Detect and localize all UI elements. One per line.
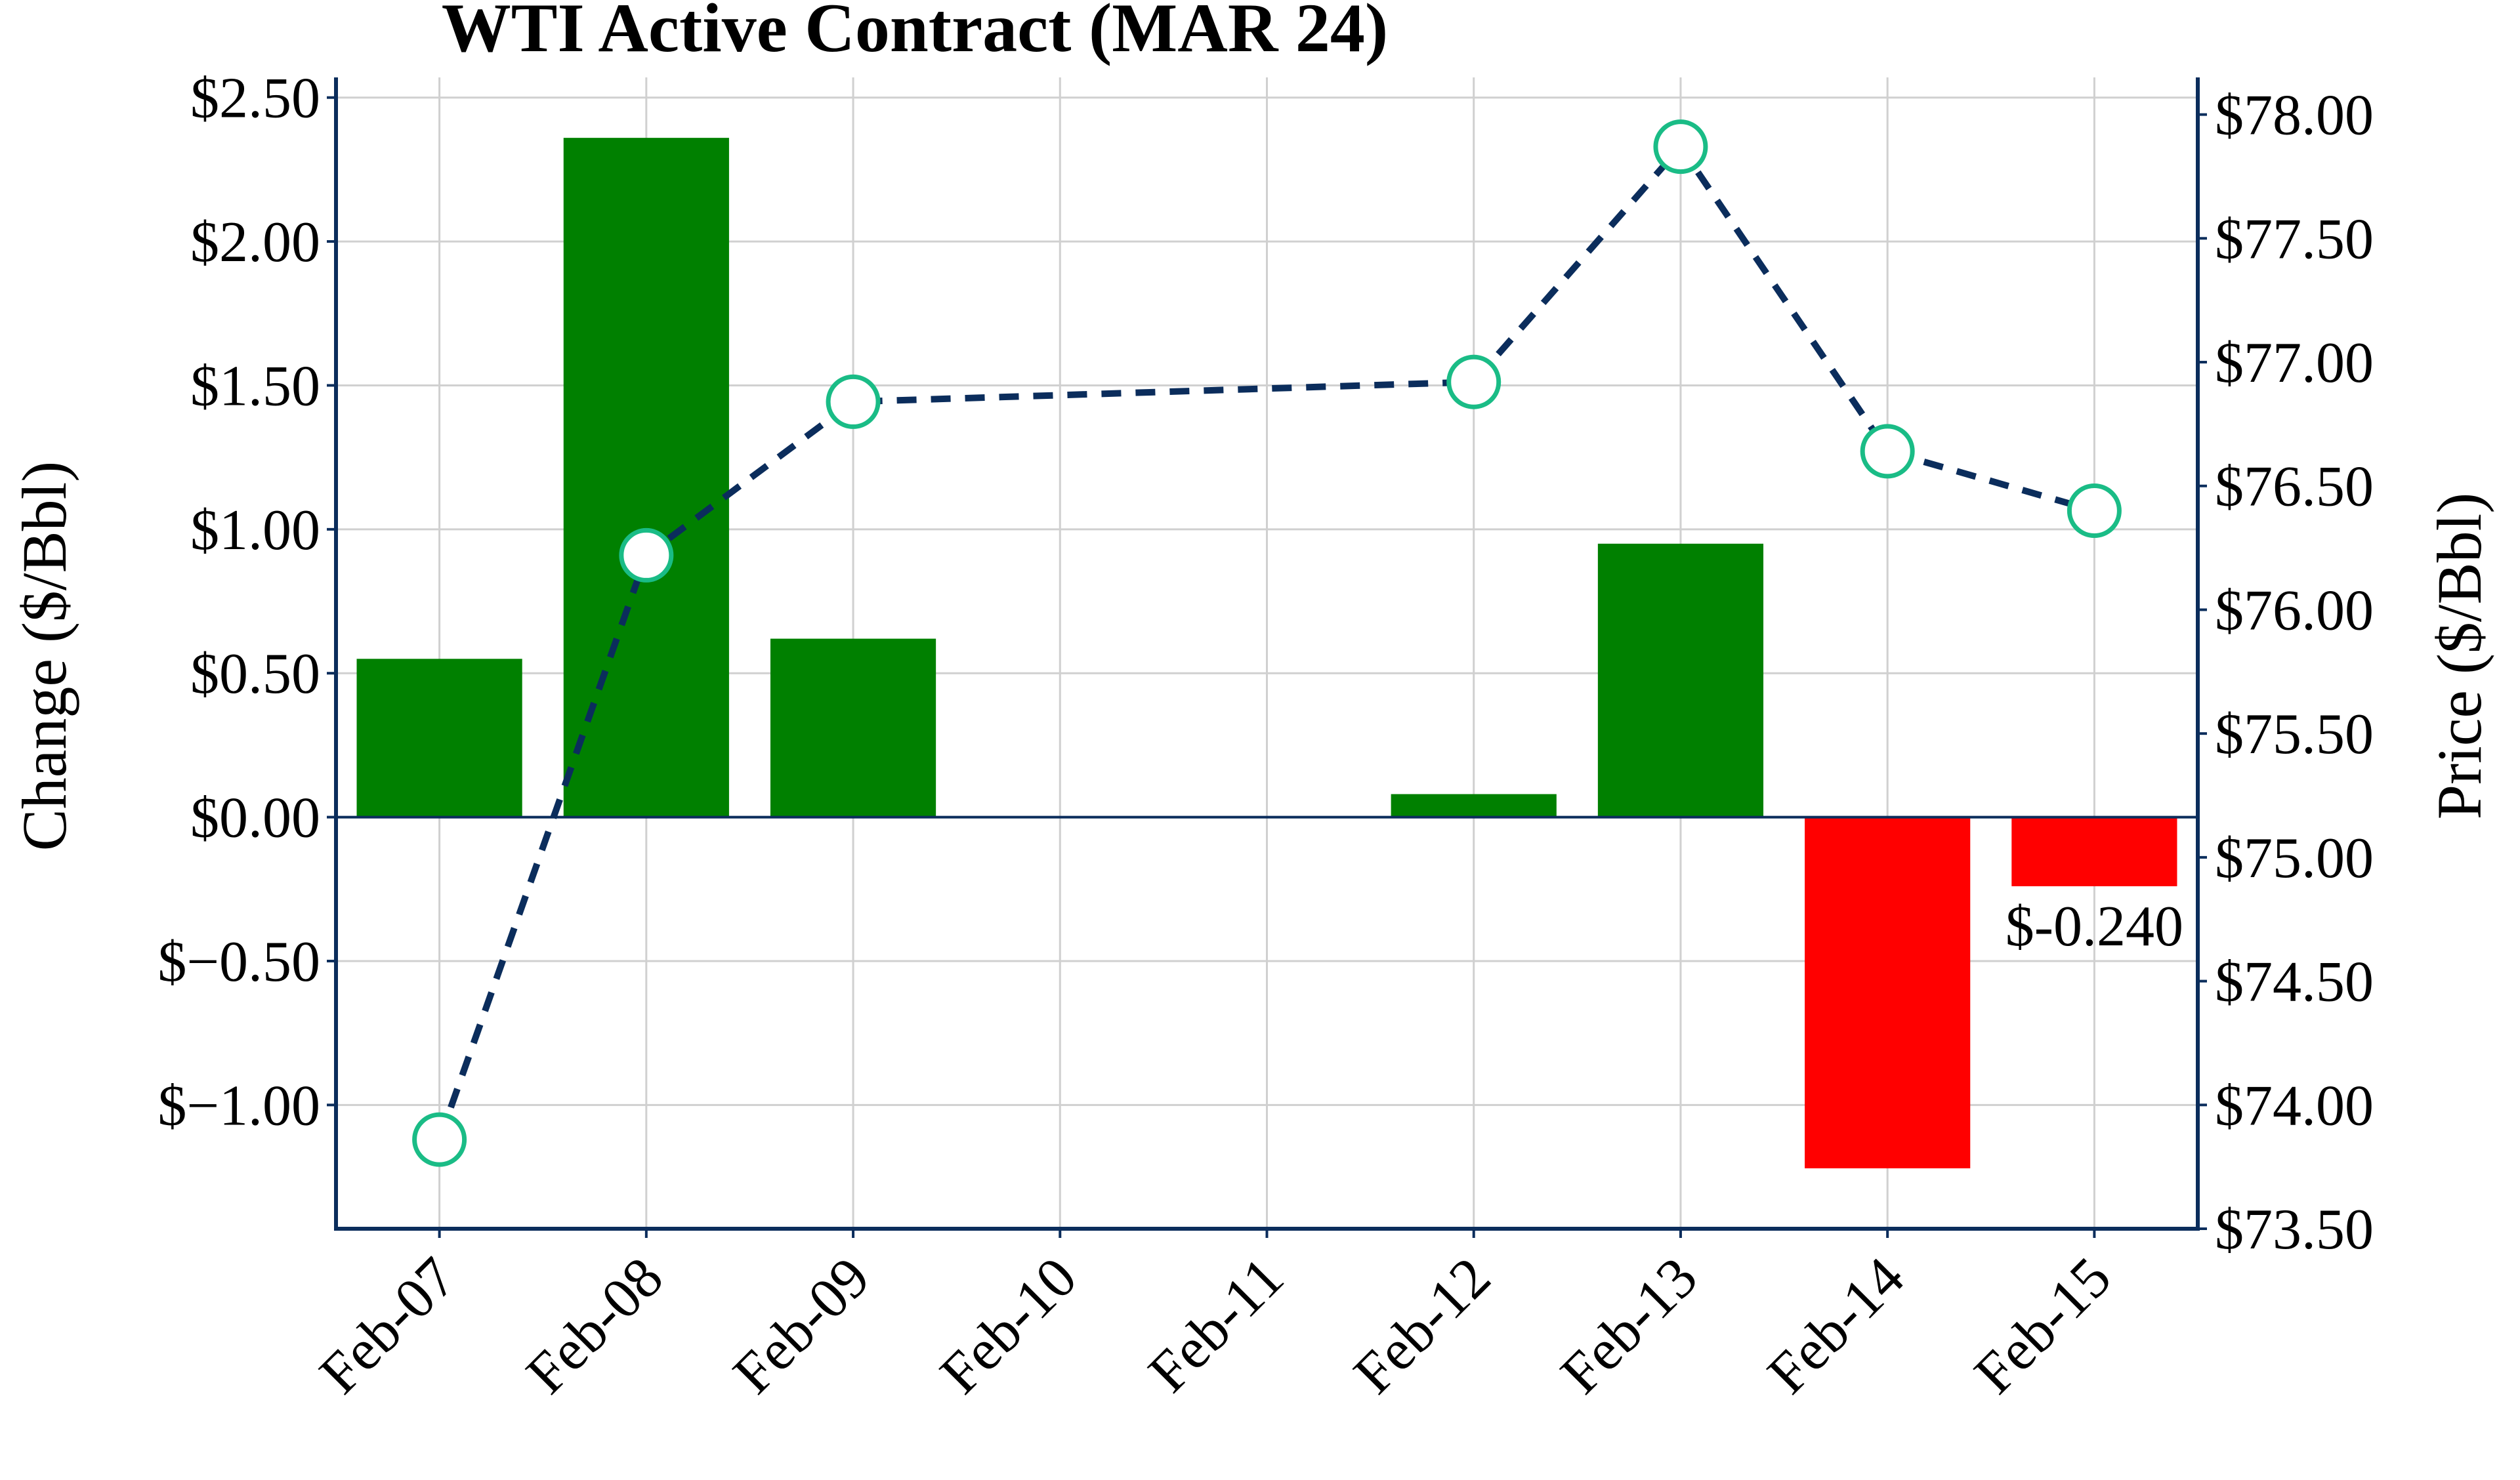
x-tick-label: Feb-12	[1342, 1246, 1503, 1407]
y-left-tick-label: $2.00	[190, 211, 320, 274]
x-tick-label: Feb-10	[929, 1246, 1089, 1407]
y-left-tick-label: $−0.50	[158, 930, 320, 994]
y-left-tick-label: $0.50	[190, 642, 320, 706]
y-right-tick-label: $76.00	[2215, 579, 2374, 642]
change-bar-feb-07	[356, 659, 522, 817]
x-tick-label: Feb-15	[1963, 1246, 2124, 1407]
y-right-tick-label: $78.00	[2215, 84, 2374, 148]
change-bar-feb-12	[1391, 794, 1557, 817]
price-point-feb-09	[826, 374, 881, 429]
change-bar-feb-14	[1805, 817, 1971, 1168]
x-tick-label: Feb-08	[514, 1246, 675, 1407]
change-bar-feb-09	[770, 638, 936, 817]
price-point-feb-15	[2067, 483, 2122, 538]
x-tick-label: Feb-07	[308, 1246, 469, 1407]
y-right-tick-label: $75.50	[2215, 703, 2374, 766]
y-left-tick-label: $1.00	[190, 499, 320, 562]
y-axis-left-label: Change ($/Bbl)	[9, 461, 79, 852]
y-left-tick-label: $2.50	[190, 67, 320, 131]
x-tick-label: Feb-09	[721, 1246, 882, 1407]
y-left-tick-label: $1.50	[190, 354, 320, 418]
chart-title: WTI Active Contract (MAR 24)	[442, 0, 1388, 66]
y-left-tick-label: $−1.00	[158, 1074, 320, 1138]
y-left-tick-label: $0.00	[190, 787, 320, 850]
y-right-tick-label: $77.50	[2215, 207, 2374, 271]
change-bar-feb-15	[2011, 817, 2177, 886]
x-tick-label: Feb-13	[1549, 1246, 1710, 1407]
data-label-feb-15: $-0.240	[2006, 895, 2183, 958]
y-right-tick-label: $76.50	[2215, 455, 2374, 519]
y-right-tick-label: $77.00	[2215, 331, 2374, 395]
x-tick-label: Feb-14	[1755, 1246, 1916, 1407]
price-point-feb-08	[619, 527, 674, 583]
price-point-feb-14	[1860, 424, 1915, 479]
y-axis-right-label: Price ($/Bbl)	[2424, 493, 2494, 820]
y-right-tick-label: $75.00	[2215, 827, 2374, 890]
bar-series: $-0.240	[336, 138, 2198, 1168]
price-point-feb-13	[1653, 119, 1708, 175]
y-right-tick-label: $74.50	[2215, 951, 2374, 1014]
price-point-feb-12	[1446, 354, 1502, 409]
price-point-feb-07	[412, 1112, 467, 1167]
x-tick-label: Feb-11	[1137, 1246, 1296, 1405]
y-right-tick-label: $73.50	[2215, 1198, 2374, 1262]
change-bar-feb-13	[1597, 543, 1764, 817]
y-right-tick-label: $74.00	[2215, 1074, 2374, 1138]
price-line-series	[412, 119, 2122, 1167]
